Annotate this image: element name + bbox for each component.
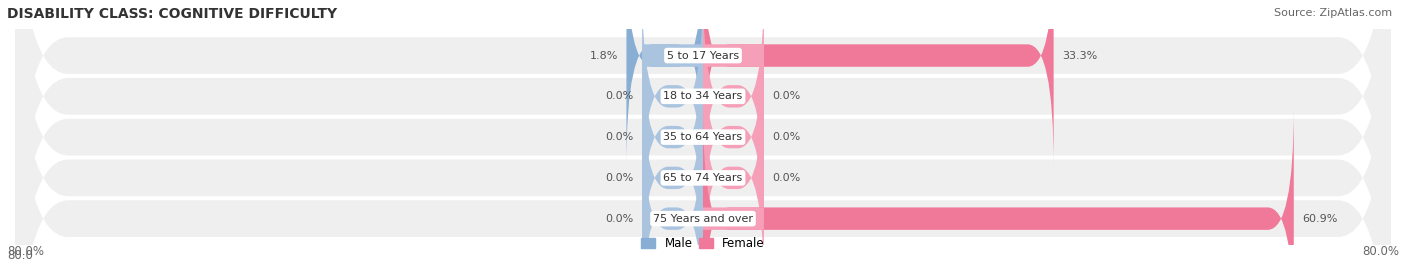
Text: 80.0%: 80.0% — [7, 245, 44, 258]
FancyBboxPatch shape — [703, 0, 1053, 167]
Text: 5 to 17 Years: 5 to 17 Years — [666, 51, 740, 61]
FancyBboxPatch shape — [643, 67, 703, 269]
FancyBboxPatch shape — [703, 26, 763, 248]
FancyBboxPatch shape — [15, 0, 1391, 269]
Text: 0.0%: 0.0% — [605, 91, 633, 101]
Text: DISABILITY CLASS: COGNITIVE DIFFICULTY: DISABILITY CLASS: COGNITIVE DIFFICULTY — [7, 7, 337, 21]
FancyBboxPatch shape — [15, 0, 1391, 269]
Text: 35 to 64 Years: 35 to 64 Years — [664, 132, 742, 142]
FancyBboxPatch shape — [15, 0, 1391, 269]
FancyBboxPatch shape — [703, 207, 763, 230]
FancyBboxPatch shape — [15, 0, 1391, 269]
Text: 0.0%: 0.0% — [605, 214, 633, 224]
Text: 33.3%: 33.3% — [1063, 51, 1098, 61]
FancyBboxPatch shape — [703, 0, 763, 207]
Text: Source: ZipAtlas.com: Source: ZipAtlas.com — [1274, 8, 1392, 18]
FancyBboxPatch shape — [15, 0, 1391, 269]
Text: 80.0%: 80.0% — [1362, 245, 1399, 258]
FancyBboxPatch shape — [643, 0, 703, 207]
Text: 0.0%: 0.0% — [773, 91, 801, 101]
Text: 1.8%: 1.8% — [589, 51, 617, 61]
Text: 80.0: 80.0 — [7, 249, 32, 262]
Text: 60.9%: 60.9% — [1302, 214, 1339, 224]
Text: 0.0%: 0.0% — [773, 132, 801, 142]
FancyBboxPatch shape — [643, 108, 703, 269]
FancyBboxPatch shape — [627, 0, 703, 167]
Legend: Male, Female: Male, Female — [641, 237, 765, 250]
Text: 0.0%: 0.0% — [605, 132, 633, 142]
Text: 0.0%: 0.0% — [773, 173, 801, 183]
Text: 75 Years and over: 75 Years and over — [652, 214, 754, 224]
Text: 18 to 34 Years: 18 to 34 Years — [664, 91, 742, 101]
Text: 65 to 74 Years: 65 to 74 Years — [664, 173, 742, 183]
FancyBboxPatch shape — [703, 44, 763, 67]
FancyBboxPatch shape — [643, 44, 703, 67]
Text: 0.0%: 0.0% — [605, 173, 633, 183]
FancyBboxPatch shape — [703, 67, 763, 269]
FancyBboxPatch shape — [703, 108, 1294, 269]
FancyBboxPatch shape — [643, 26, 703, 248]
